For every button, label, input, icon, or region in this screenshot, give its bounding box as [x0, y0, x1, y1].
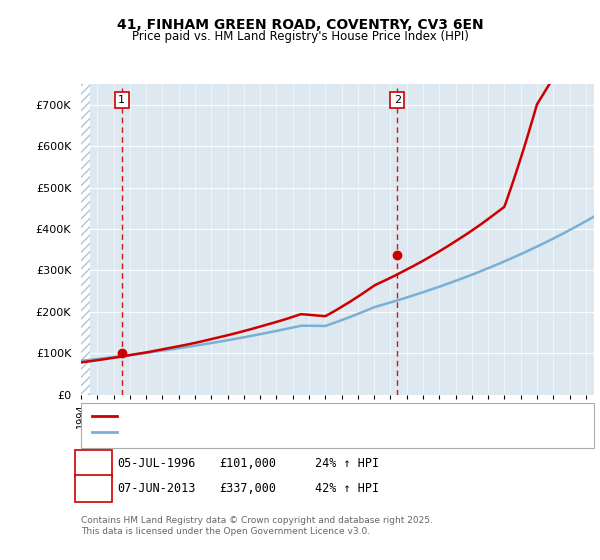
Text: 2: 2	[394, 95, 401, 105]
Text: 41, FINHAM GREEN ROAD, COVENTRY, CV3 6EN: 41, FINHAM GREEN ROAD, COVENTRY, CV3 6EN	[116, 18, 484, 32]
Text: 42% ↑ HPI: 42% ↑ HPI	[315, 482, 379, 495]
Text: HPI: Average price, detached house, Coventry: HPI: Average price, detached house, Cove…	[122, 426, 362, 436]
Text: Price paid vs. HM Land Registry's House Price Index (HPI): Price paid vs. HM Land Registry's House …	[131, 30, 469, 43]
Bar	[81, 84, 91, 395]
Text: 05-JUL-1996: 05-JUL-1996	[117, 457, 196, 470]
Text: £337,000: £337,000	[219, 482, 276, 495]
Text: 24% ↑ HPI: 24% ↑ HPI	[315, 457, 379, 470]
Text: 2: 2	[90, 483, 97, 493]
Text: Contains HM Land Registry data © Crown copyright and database right 2025.
This d: Contains HM Land Registry data © Crown c…	[81, 516, 433, 536]
Text: 1: 1	[90, 459, 97, 469]
Text: £101,000: £101,000	[219, 457, 276, 470]
Text: 41, FINHAM GREEN ROAD, COVENTRY, CV3 6EN (detached house): 41, FINHAM GREEN ROAD, COVENTRY, CV3 6EN…	[122, 409, 464, 419]
Text: 07-JUN-2013: 07-JUN-2013	[117, 482, 196, 495]
Text: 1: 1	[118, 95, 125, 105]
